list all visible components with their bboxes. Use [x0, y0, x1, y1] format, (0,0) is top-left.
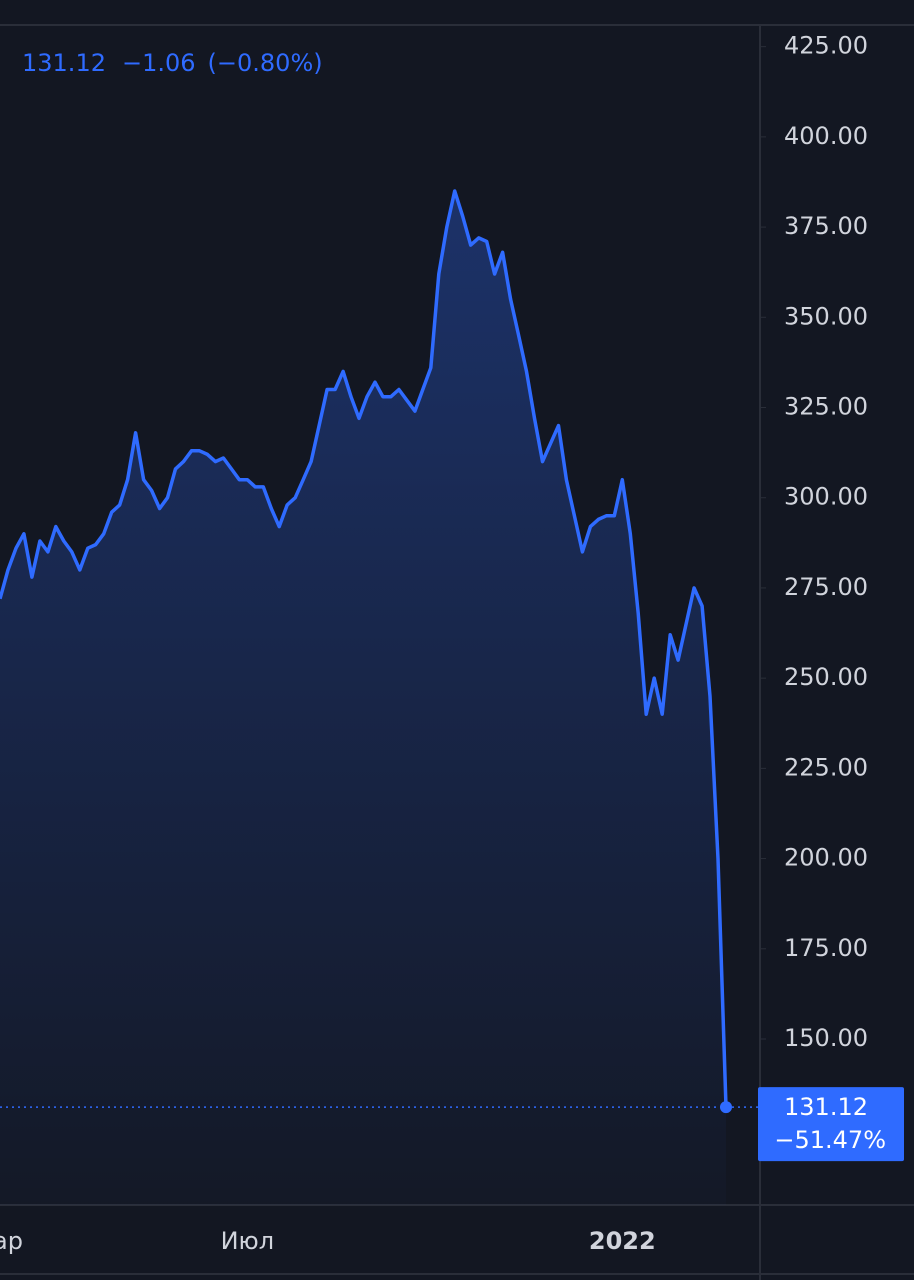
- y-tick-label: 375.00: [784, 212, 868, 240]
- y-tick-label: 275.00: [784, 573, 868, 601]
- price-line: [0, 189, 728, 1108]
- last-price-dot: [720, 1101, 732, 1114]
- x-tick-label: 2022: [589, 1227, 656, 1255]
- y-tick-label: 200.00: [784, 844, 868, 872]
- y-tick-label: 325.00: [784, 393, 868, 421]
- x-tick-label: ар: [0, 1227, 23, 1255]
- header-change-pct: (−0.80%): [208, 49, 323, 77]
- y-tick-label: 350.00: [784, 302, 868, 330]
- price-box: [758, 1087, 904, 1162]
- y-tick-label: 400.00: [784, 122, 868, 150]
- y-tick-label: 250.00: [784, 663, 868, 691]
- price-box-value: 131.12: [784, 1093, 868, 1121]
- y-tick-label: 150.00: [784, 1024, 868, 1052]
- y-tick-label: 175.00: [784, 934, 868, 962]
- y-tick-label: 300.00: [784, 483, 868, 511]
- header-change: −1.06: [122, 49, 196, 77]
- area-fill: [0, 191, 726, 1205]
- x-tick-label: Июл: [221, 1227, 275, 1255]
- header-price: 131.12: [22, 49, 106, 77]
- y-tick-label: 225.00: [784, 753, 868, 781]
- y-tick-label: 425.00: [784, 32, 868, 60]
- price-box-change: −51.47%: [774, 1126, 886, 1154]
